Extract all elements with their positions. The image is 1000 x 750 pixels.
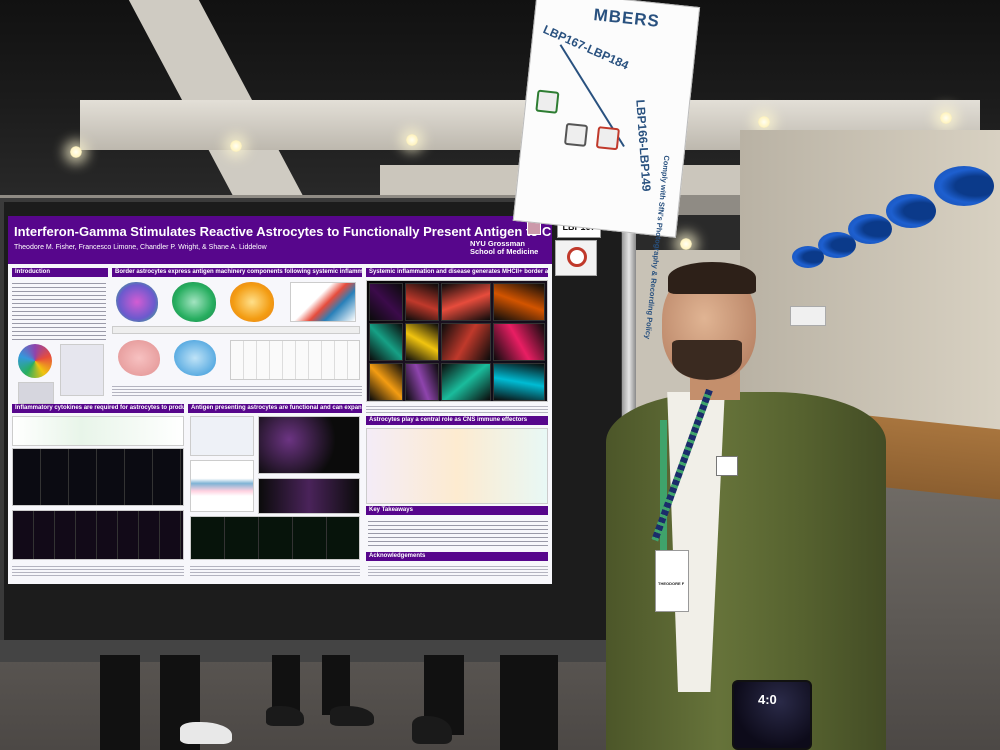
schematic-figure — [366, 428, 548, 504]
no-camera-icon — [567, 247, 587, 267]
ceiling-light — [230, 140, 242, 152]
section-header-border-astrocytes: Border astrocytes express antigen machin… — [112, 268, 362, 277]
microscopy-image — [493, 323, 545, 361]
microscopy-grid — [190, 516, 360, 560]
sign-left-range: LBP167-LBP184 — [540, 22, 631, 73]
section-header-introduction: Introduction — [12, 268, 108, 277]
person-legs — [272, 655, 300, 715]
sign-right-range: LBP166-LBP149 — [633, 99, 654, 192]
poster-authors: Theodore M. Fisher, Francesco Limone, Ch… — [14, 244, 267, 251]
introduction-text — [12, 280, 106, 340]
schematic-figure — [190, 416, 254, 456]
microscopy-grid — [366, 280, 548, 402]
sign-heading: MBERS — [592, 5, 661, 31]
umap-plot — [230, 282, 274, 322]
shoe — [266, 706, 304, 726]
scatter-plot — [290, 282, 356, 322]
ceiling-light — [940, 112, 952, 124]
ceiling-light — [758, 116, 770, 128]
person-legs — [322, 655, 350, 715]
umap-plot — [174, 340, 216, 376]
umap-plot — [118, 340, 160, 376]
tablet-clock: 4:0 — [758, 692, 777, 707]
tablet-device: 4:0 — [732, 680, 812, 750]
ceiling-light — [70, 146, 82, 158]
blue-air-duct — [792, 246, 824, 268]
section-header-systemic-inflammation: Systemic inflammation and disease genera… — [366, 268, 548, 277]
microscopy-image — [369, 283, 403, 321]
microscopy-image — [493, 363, 545, 401]
microscopy-image — [405, 283, 439, 321]
heatmap-figure — [12, 416, 184, 446]
microscopy-grid — [12, 448, 184, 506]
microscopy-image — [405, 363, 439, 401]
microscopy-image — [441, 323, 491, 361]
figure-caption — [366, 404, 548, 414]
figure-caption — [112, 384, 362, 398]
lapel-pin — [716, 456, 738, 476]
dot-plot — [230, 340, 360, 380]
intro-figure — [60, 344, 104, 396]
blue-air-duct — [886, 194, 936, 228]
shoe — [180, 722, 232, 744]
person-legs — [500, 655, 558, 750]
blue-air-duct — [848, 214, 892, 244]
figure-strip — [112, 326, 360, 334]
microscopy-image — [441, 363, 491, 401]
microscopy-image — [369, 363, 403, 401]
section-header-cytokines: Inflammatory cytokines are required for … — [12, 404, 184, 413]
beard — [672, 340, 742, 380]
wall-sign — [790, 306, 826, 326]
badge-name: THEODORE F — [658, 581, 685, 586]
umap-plot — [172, 282, 216, 322]
microscopy-image — [258, 478, 360, 514]
poster-logo: NYU Grossman School of Medicine — [470, 240, 550, 260]
blue-air-duct — [934, 166, 994, 206]
shoe — [330, 706, 374, 726]
histogram-figure — [190, 460, 254, 512]
logo-line: NYU Grossman — [470, 239, 526, 248]
microscopy-image — [441, 283, 491, 321]
microscopy-image — [405, 323, 439, 361]
no-photography-sign — [555, 240, 597, 276]
lanyard — [660, 420, 667, 550]
ceiling-light — [680, 238, 692, 250]
creative-commons-icon — [563, 122, 589, 147]
figure-caption — [12, 564, 184, 578]
name-badge: THEODORE F — [655, 550, 689, 612]
section-header-acknowledgements: Acknowledgements — [366, 552, 548, 561]
microscopy-image — [369, 323, 403, 361]
intro-figure — [18, 344, 52, 378]
key-takeaways-text — [368, 518, 548, 548]
microscopy-grid — [12, 510, 184, 560]
logo-line: School of Medicine — [470, 247, 539, 256]
intro-figure — [18, 382, 54, 404]
aisle-sign: MBERS LBP167-LBP184 LBP166-LBP149 Comply… — [512, 0, 701, 340]
microscopy-image — [493, 283, 545, 321]
ceiling-light — [406, 134, 418, 146]
photo-allowed-icon — [535, 89, 560, 114]
section-header-central-role: Astrocytes play a central role as CNS im… — [366, 416, 548, 425]
poster-header — [8, 216, 552, 264]
shoe — [412, 716, 452, 744]
no-photo-icon — [595, 126, 620, 151]
hair — [668, 262, 756, 294]
research-poster: Interferon-Gamma Stimulates Reactive Ast… — [8, 216, 552, 584]
section-header-antigen-presenting: Antigen presenting astrocytes are functi… — [188, 404, 362, 413]
figure-caption — [190, 564, 360, 578]
blue-air-duct — [818, 232, 856, 258]
section-header-key-takeaways: Key Takeaways — [366, 506, 548, 515]
poster-title: Interferon-Gamma Stimulates Reactive Ast… — [14, 224, 552, 239]
poster-board-base — [0, 640, 625, 662]
person-legs — [100, 655, 140, 750]
microscopy-image — [258, 416, 360, 474]
umap-plot — [116, 282, 158, 322]
acknowledgements-text — [368, 564, 548, 578]
